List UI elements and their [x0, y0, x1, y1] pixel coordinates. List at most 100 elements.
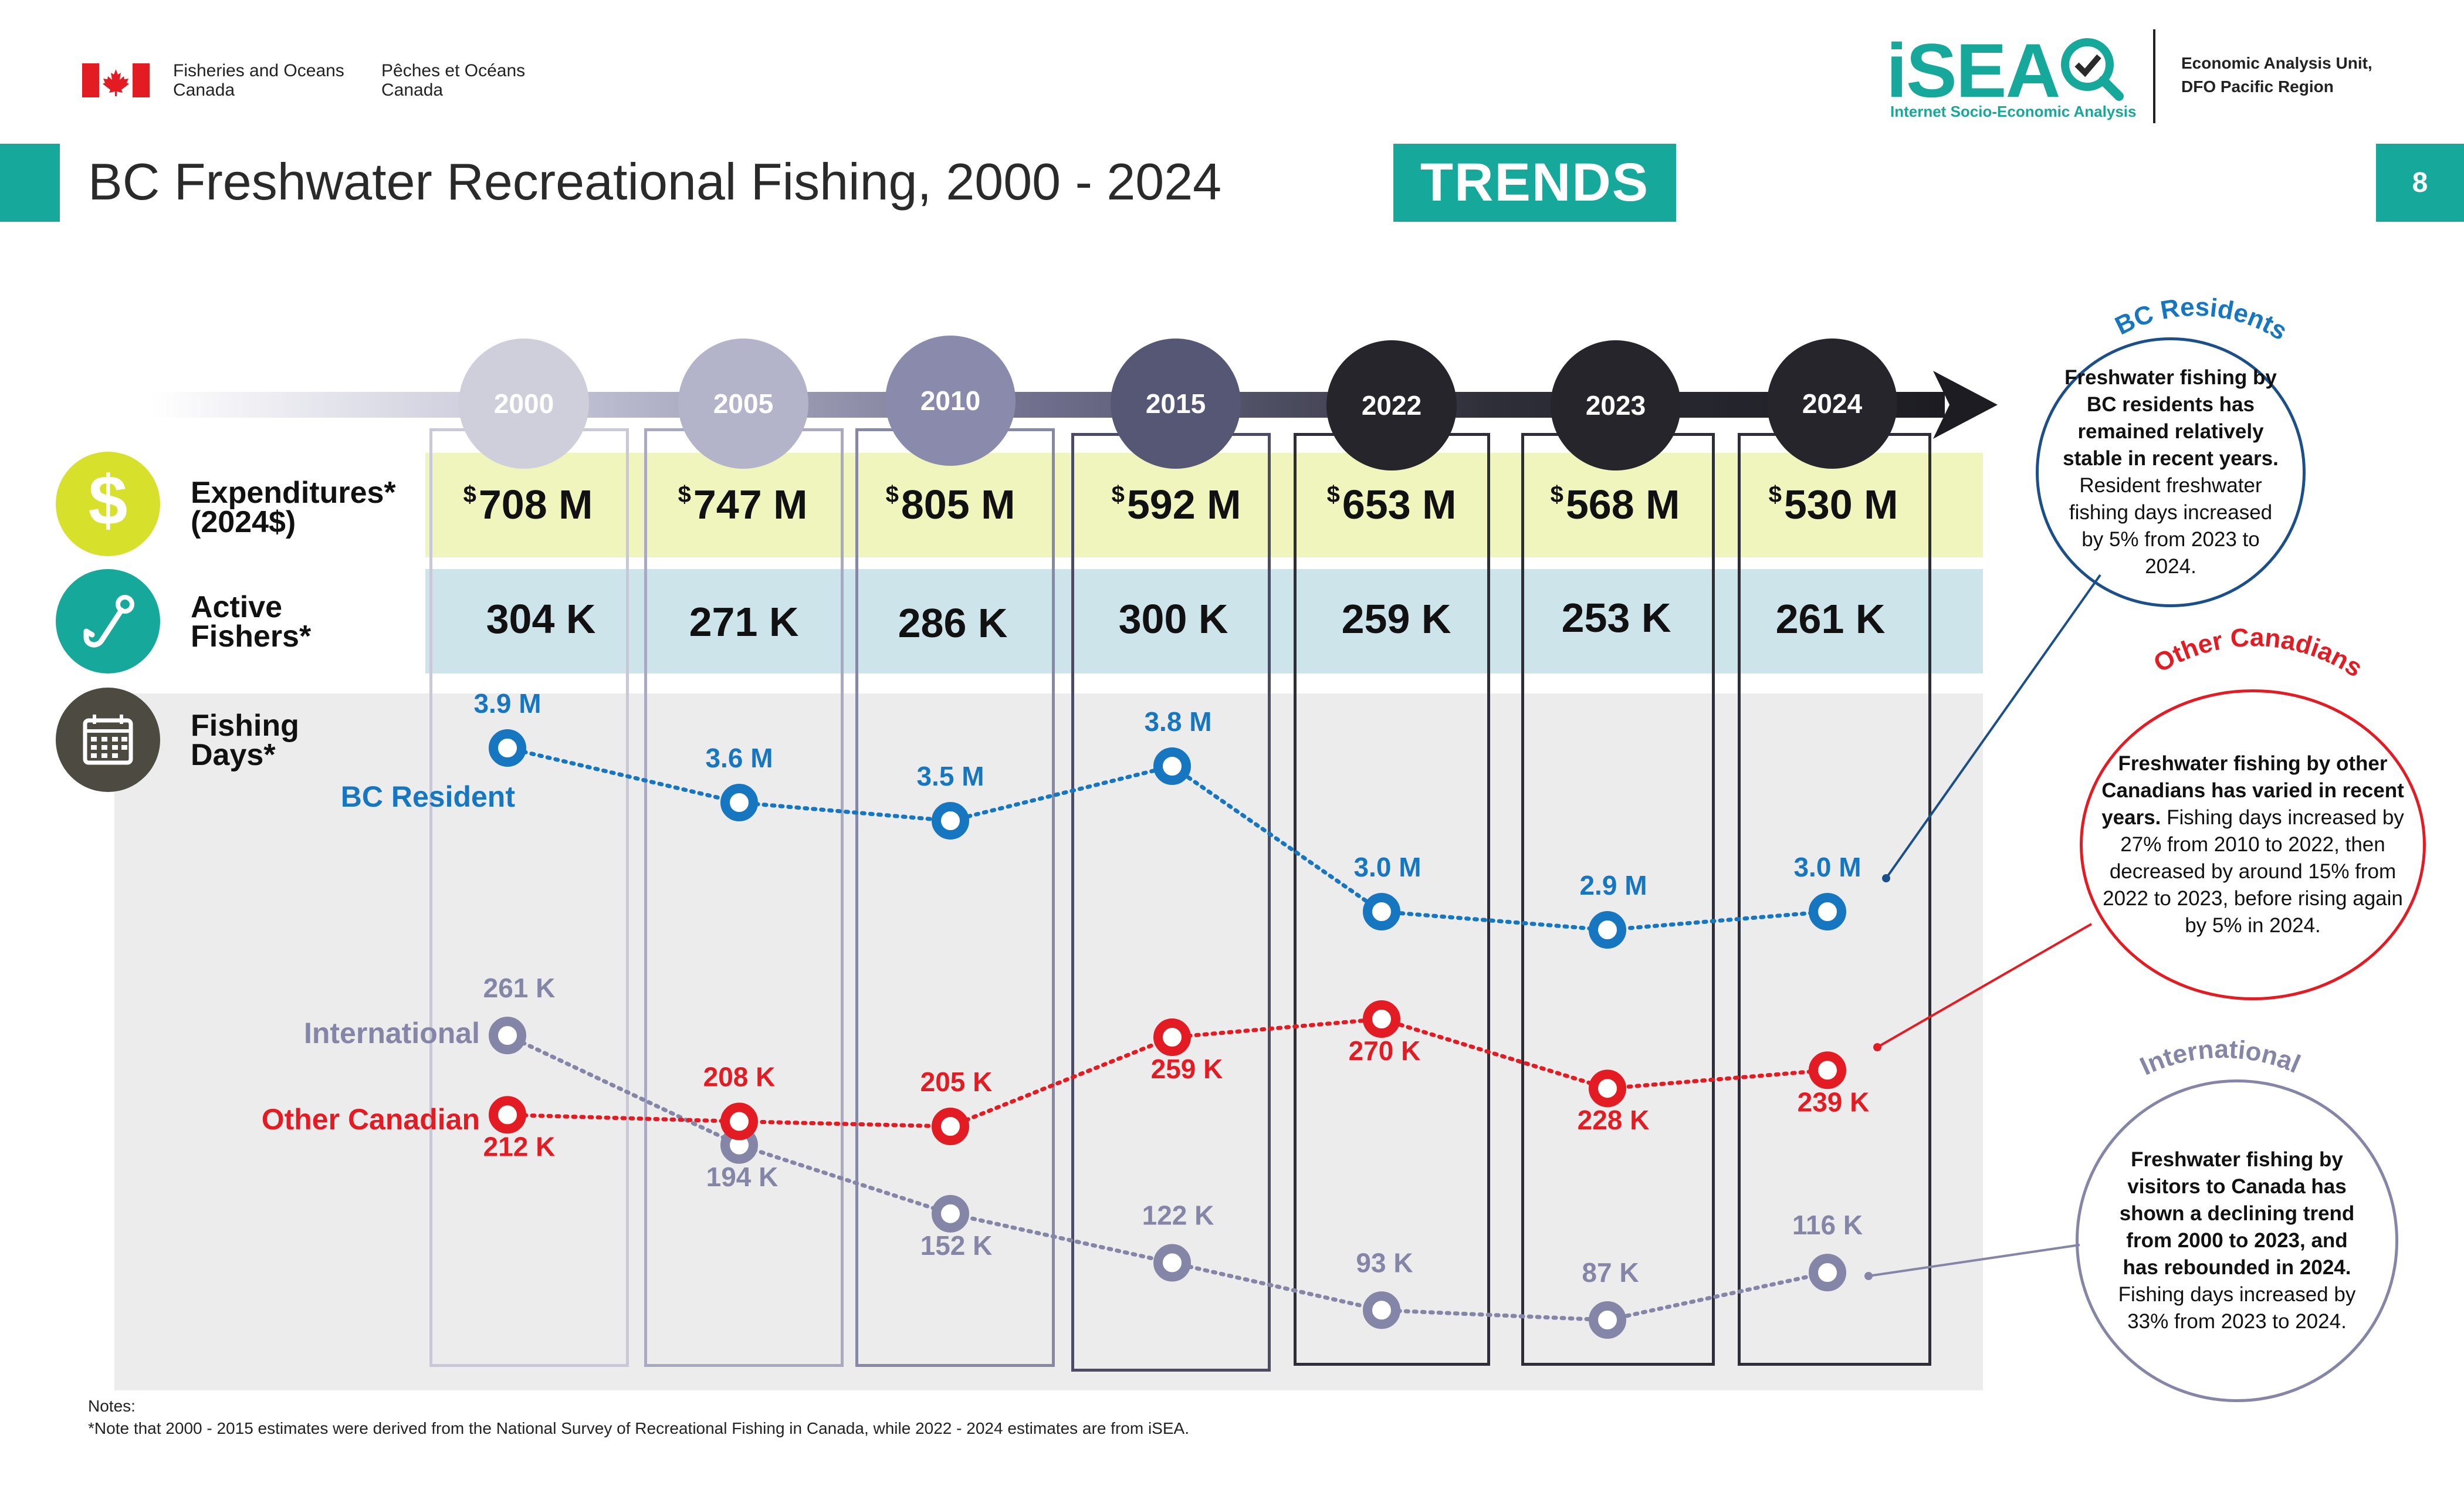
- other-canadian-point: [1153, 1018, 1191, 1056]
- international-callout-text: Fishing days increased by 33% from 2023 …: [2118, 1283, 2356, 1333]
- international-point: [1363, 1291, 1400, 1329]
- header-divider: [2153, 29, 2155, 123]
- bc-resident-point: [1153, 747, 1191, 785]
- international-point: [1809, 1254, 1846, 1292]
- other-canadian-point: [1809, 1051, 1846, 1089]
- bc-callout-text: Resident freshwater fishing days increas…: [2069, 474, 2273, 578]
- active-fishers-value: 286 K: [898, 600, 1008, 646]
- international-point: [1589, 1301, 1626, 1339]
- notes-heading: Notes:: [88, 1397, 136, 1415]
- page-number: 8: [2376, 144, 2464, 222]
- international-series-label: International: [304, 1017, 480, 1050]
- international-data-label: 87 K: [1582, 1257, 1639, 1288]
- bc-resident-data-label: 3.8 M: [1144, 706, 1211, 737]
- bc-resident-data-label: 3.5 M: [916, 761, 984, 791]
- year-circle-2005: 2005: [678, 339, 808, 469]
- active-fishers-label: Active Fishers*: [191, 590, 312, 654]
- expenditure-value: $747 M: [678, 482, 808, 527]
- isea-logo-subtitle: Internet Socio-Economic Analysis: [1890, 103, 2137, 120]
- other-canadian-series-label: Other Canadian: [262, 1103, 480, 1136]
- expenditure-value: $530 M: [1768, 482, 1898, 527]
- year-circle-2000: 2000: [459, 339, 589, 469]
- notes: Notes: *Note that 2000 - 2015 estimates …: [88, 1395, 1189, 1440]
- international-data-label: 116 K: [1792, 1210, 1863, 1240]
- bc-resident-point: [489, 729, 526, 767]
- bc-resident-point: [720, 784, 758, 821]
- year-circle-2023: 2023: [1551, 340, 1681, 471]
- bc-resident-data-label: 3.6 M: [705, 743, 773, 773]
- international-callout: Freshwater fishing by visitors to Canada…: [2076, 1079, 2398, 1402]
- bc-resident-point: [1363, 893, 1400, 930]
- year-circle-2010: 2010: [885, 336, 1016, 466]
- canada-flag-icon: [82, 63, 150, 97]
- active-fishers-band: [425, 569, 1983, 673]
- active-fishers-value: 253 K: [1561, 595, 1671, 641]
- other-canadian-data-label: 228 K: [1578, 1105, 1650, 1135]
- bc-resident-series-label: BC Resident: [341, 780, 516, 813]
- expenditures-band: [425, 453, 1983, 557]
- dollar-icon: $: [56, 452, 160, 556]
- active-fishers-value: 304 K: [486, 596, 596, 642]
- active-fishers-value: 259 K: [1341, 596, 1451, 642]
- bc-callout-bold: Freshwater fishing by BC residents has r…: [2063, 366, 2279, 470]
- fishing-days-band: [114, 693, 1983, 1390]
- other-canadian-point: [720, 1102, 758, 1140]
- active-fishers-value: 271 K: [689, 599, 799, 645]
- other-canadian-point: [1589, 1069, 1626, 1108]
- agency-name-en: Fisheries and Oceans Canada: [173, 61, 344, 100]
- svg-text:$: $: [89, 461, 128, 540]
- trends-badge: TRENDS: [1393, 144, 1676, 222]
- magnifier-check-icon: [2059, 36, 2124, 101]
- year-circle-2022: 2022: [1326, 340, 1457, 471]
- international-point: [932, 1194, 969, 1233]
- active-fishers-value: 261 K: [1775, 596, 1886, 642]
- other-canadian-data-label: 270 K: [1349, 1035, 1421, 1066]
- expenditure-value: $568 M: [1550, 482, 1680, 527]
- other-canadian-point: [489, 1096, 526, 1134]
- agency-name-fr: Pêches et Océans Canada: [381, 61, 526, 100]
- bc-resident-point: [1809, 893, 1846, 930]
- unit-name: Economic Analysis Unit, DFO Pacific Regio…: [2181, 54, 2372, 96]
- other-canadian-data-label: 208 K: [703, 1062, 776, 1092]
- international-data-label: 152 K: [920, 1230, 993, 1261]
- international-data-label: 122 K: [1142, 1200, 1214, 1230]
- international-point: [1153, 1244, 1191, 1282]
- international-callout-bold: Freshwater fishing by visitors to Canada…: [2119, 1148, 2355, 1279]
- bc-resident-data-label: 3.9 M: [473, 688, 541, 719]
- bc-resident-point: [932, 802, 969, 840]
- page-title: BC Freshwater Recreational Fishing, 2000…: [88, 153, 1222, 211]
- other-canadian-data-label: 259 K: [1151, 1054, 1223, 1084]
- notes-text: *Note that 2000 - 2015 estimates were de…: [88, 1419, 1189, 1437]
- title-accent-bar: [0, 144, 60, 222]
- expenditure-value: $592 M: [1111, 482, 1241, 527]
- calendar-icon: [56, 688, 160, 792]
- fish-hook-icon: [56, 569, 160, 673]
- international-data-label: 194 K: [706, 1162, 779, 1192]
- international-data-label: 93 K: [1356, 1247, 1413, 1278]
- other-canadian-data-label: 205 K: [920, 1067, 993, 1097]
- international-data-label: 261 K: [483, 973, 556, 1003]
- bc-residents-callout: Freshwater fishing by BC residents has r…: [2036, 337, 2306, 607]
- expenditures-label: Expenditures* (2024$): [191, 476, 396, 539]
- bc-resident-data-label: 3.0 M: [1793, 852, 1861, 882]
- year-circle-2015: 2015: [1111, 339, 1241, 469]
- international-point: [489, 1017, 526, 1054]
- expenditure-value: $708 M: [463, 482, 593, 527]
- canadian-callout-bold: Freshwater fishing by other Canadians ha…: [2101, 752, 2404, 829]
- other-canadian-data-label: 212 K: [483, 1131, 556, 1162]
- other-canadians-callout: Freshwater fishing by other Canadians ha…: [2080, 689, 2426, 1000]
- other-canadian-point: [1363, 1000, 1400, 1038]
- canadian-callout-text: Fishing days increased by 27% from 2010 …: [2103, 806, 2404, 937]
- expenditure-value: $805 M: [885, 482, 1016, 527]
- other-canadian-point: [932, 1108, 969, 1145]
- other-canadian-data-label: 239 K: [1798, 1087, 1870, 1117]
- bc-resident-point: [1589, 911, 1626, 949]
- active-fishers-value: 300 K: [1118, 596, 1228, 642]
- fishing-days-label: Fishing Days*: [191, 709, 299, 772]
- isea-logo: iSEA: [1886, 28, 2060, 113]
- bc-resident-data-label: 3.0 M: [1353, 852, 1421, 882]
- bc-resident-data-label: 2.9 M: [1579, 870, 1647, 901]
- expenditure-value: $653 M: [1326, 482, 1457, 527]
- year-circle-2024: 2024: [1767, 339, 1897, 469]
